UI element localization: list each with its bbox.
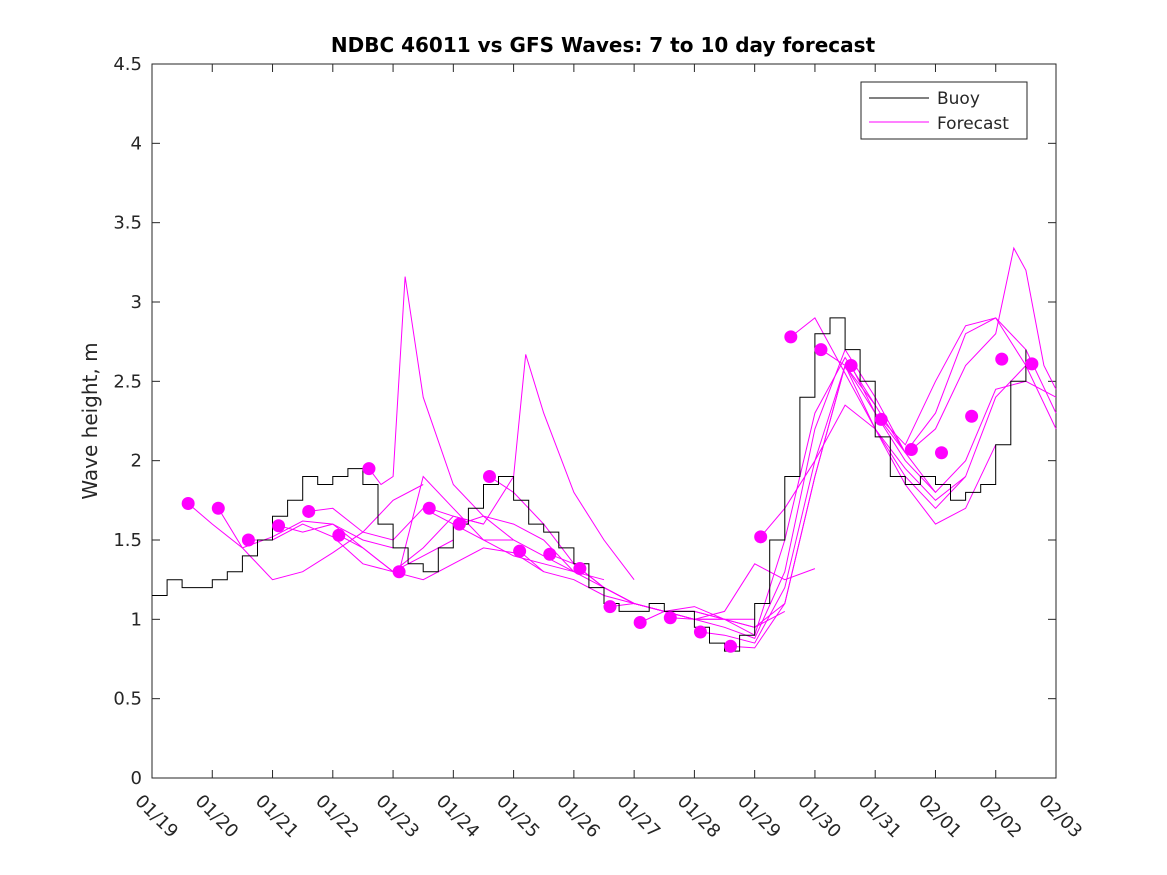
forecast-run-line xyxy=(248,523,454,573)
legend: Buoy Forecast xyxy=(860,81,1028,140)
y-tick-label: 4.5 xyxy=(113,54,142,75)
forecast-point xyxy=(482,470,496,484)
forecast-run-line xyxy=(308,507,514,541)
forecast-run-line xyxy=(429,354,635,581)
forecast-point xyxy=(904,443,918,457)
forecast-point xyxy=(272,519,286,533)
forecast-run-line xyxy=(187,503,394,549)
y-tick-label: 2.5 xyxy=(113,371,142,392)
forecast-point xyxy=(633,616,647,630)
chart-title: NDBC 46011 vs GFS Waves: 7 to 10 day for… xyxy=(331,33,876,57)
y-tick-label: 3 xyxy=(131,292,142,313)
forecast-point xyxy=(995,352,1009,366)
forecast-point xyxy=(241,533,255,547)
forecast-point xyxy=(181,497,195,511)
forecast-point xyxy=(874,412,888,426)
y-tick-label: 4 xyxy=(131,133,142,154)
forecast-point xyxy=(543,547,557,561)
forecast-point xyxy=(784,330,798,344)
forecast-point xyxy=(1025,357,1039,371)
forecast-point xyxy=(362,462,376,476)
forecast-point xyxy=(302,504,316,518)
forecast-point xyxy=(754,530,768,544)
forecast-point xyxy=(332,528,346,542)
forecast-point xyxy=(422,501,436,515)
forecast-run-line xyxy=(911,246,1057,450)
forecast-point xyxy=(844,358,858,372)
forecast-run-line xyxy=(398,475,605,581)
forecast-point xyxy=(724,639,738,653)
forecast-point xyxy=(663,611,677,625)
legend-buoy-label: Buoy xyxy=(937,89,980,109)
legend-forecast-label: Forecast xyxy=(937,114,1009,134)
forecast-point xyxy=(211,501,225,515)
forecast-run-line xyxy=(368,276,575,573)
forecast-point xyxy=(513,544,527,558)
forecast-point xyxy=(814,343,828,357)
forecast-run-line xyxy=(820,349,1057,494)
buoy-line xyxy=(152,317,1027,652)
forecast-point xyxy=(693,625,707,639)
y-tick-label: 0.5 xyxy=(113,689,142,710)
forecast-run-line xyxy=(217,484,424,581)
forecast-point xyxy=(452,517,466,531)
forecast-point xyxy=(603,600,617,614)
y-tick-label: 1 xyxy=(131,609,142,630)
forecast-run-line xyxy=(790,317,1027,501)
y-tick-label: 0 xyxy=(131,768,142,789)
y-tick-label: 1.5 xyxy=(113,530,142,551)
y-tick-label: 2 xyxy=(131,451,142,472)
forecast-point xyxy=(573,562,587,576)
forecast-point xyxy=(392,565,406,579)
plot-frame xyxy=(151,63,1057,779)
series-layer xyxy=(152,246,1057,653)
forecast-point xyxy=(934,446,948,460)
y-axis-label: Wave height, m xyxy=(78,342,102,499)
forecast-point xyxy=(965,409,979,423)
legend-box xyxy=(860,81,1028,140)
y-tick-label: 3.5 xyxy=(113,213,142,234)
